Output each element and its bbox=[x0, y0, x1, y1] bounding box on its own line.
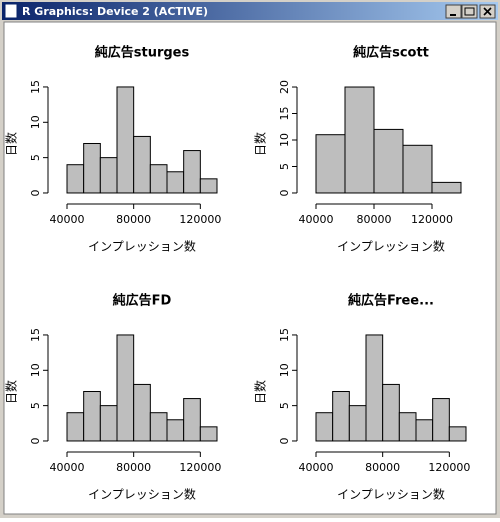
x-tick-label: 40000 bbox=[50, 461, 85, 474]
y-tick-label: 10 bbox=[29, 363, 42, 377]
x-tick-label: 40000 bbox=[298, 213, 333, 226]
window-buttons[interactable] bbox=[445, 4, 496, 19]
y-tick-label: 15 bbox=[29, 80, 42, 94]
bar bbox=[83, 390, 101, 442]
minimize-button[interactable] bbox=[445, 4, 462, 19]
maximize-button[interactable] bbox=[461, 4, 478, 19]
y-tick-label: 0 bbox=[29, 437, 42, 444]
y-tick-label: 0 bbox=[29, 189, 42, 196]
bar bbox=[199, 426, 218, 442]
bar bbox=[183, 398, 201, 442]
x-tick-label: 40000 bbox=[50, 213, 85, 226]
x-tick-label: 80000 bbox=[116, 461, 151, 474]
bar bbox=[373, 128, 404, 194]
chart-title: 純広告scott bbox=[353, 45, 429, 61]
y-axis-label: 日数 bbox=[253, 132, 268, 156]
bar bbox=[83, 142, 101, 194]
bar bbox=[448, 426, 467, 442]
app-icon bbox=[4, 3, 18, 19]
bar bbox=[365, 334, 384, 442]
close-icon bbox=[483, 7, 492, 16]
bar bbox=[149, 164, 168, 194]
x-tick-label: 40000 bbox=[299, 461, 334, 474]
x-tick-label: 80000 bbox=[365, 461, 400, 474]
y-axis-label: 日数 bbox=[253, 380, 268, 404]
bar bbox=[315, 412, 334, 442]
y-tick-label: 20 bbox=[278, 80, 291, 94]
x-tick-label: 120000 bbox=[179, 213, 221, 226]
bar bbox=[99, 157, 118, 194]
x-tick-label: 80000 bbox=[116, 213, 151, 226]
chart-title: 純広告sturges bbox=[95, 45, 190, 61]
chart-title: 純広告FD bbox=[113, 293, 172, 309]
y-tick-label: 10 bbox=[278, 363, 291, 377]
y-tick-label: 5 bbox=[278, 402, 291, 409]
bar bbox=[66, 412, 85, 442]
y-tick-label: 0 bbox=[278, 437, 291, 444]
y-tick-label: 5 bbox=[278, 163, 291, 170]
y-axis-label: 日数 bbox=[4, 380, 19, 404]
bar bbox=[149, 412, 168, 442]
bar bbox=[166, 171, 185, 194]
y-tick-label: 0 bbox=[278, 189, 291, 196]
x-axis-label: インプレッション数 bbox=[337, 487, 445, 502]
bar bbox=[315, 134, 346, 194]
bar bbox=[116, 86, 135, 194]
title-bar bbox=[2, 2, 498, 20]
bar bbox=[183, 150, 201, 194]
x-tick-label: 120000 bbox=[179, 461, 221, 474]
y-tick-label: 15 bbox=[29, 328, 42, 342]
x-tick-label: 120000 bbox=[411, 213, 453, 226]
bar bbox=[199, 178, 218, 194]
bar bbox=[166, 419, 185, 442]
x-tick-label: 80000 bbox=[356, 213, 391, 226]
y-axis-label: 日数 bbox=[4, 132, 19, 156]
x-axis-label: インプレッション数 bbox=[337, 239, 445, 254]
x-axis-label: インプレッション数 bbox=[88, 239, 196, 254]
bar bbox=[402, 144, 433, 194]
y-tick-label: 10 bbox=[278, 133, 291, 147]
y-tick-label: 15 bbox=[278, 107, 291, 121]
bar bbox=[432, 398, 450, 442]
bar bbox=[431, 181, 462, 194]
y-tick-label: 10 bbox=[29, 115, 42, 129]
maximize-icon bbox=[464, 7, 475, 16]
bar bbox=[398, 412, 417, 442]
y-tick-label: 5 bbox=[29, 154, 42, 161]
bar bbox=[382, 383, 400, 442]
y-tick-label: 15 bbox=[278, 328, 291, 342]
bar bbox=[344, 86, 375, 194]
bar bbox=[133, 135, 151, 194]
bar bbox=[332, 390, 350, 442]
bar bbox=[99, 405, 118, 442]
bar bbox=[133, 383, 151, 442]
chart-title: 純広告Free... bbox=[348, 293, 434, 309]
x-tick-label: 120000 bbox=[428, 461, 470, 474]
bar bbox=[116, 334, 135, 442]
x-axis-label: インプレッション数 bbox=[88, 487, 196, 502]
y-tick-label: 5 bbox=[29, 402, 42, 409]
bar bbox=[66, 164, 85, 194]
bar bbox=[415, 419, 434, 442]
bar bbox=[348, 405, 367, 442]
window-title: R Graphics: Device 2 (ACTIVE) bbox=[22, 5, 208, 18]
